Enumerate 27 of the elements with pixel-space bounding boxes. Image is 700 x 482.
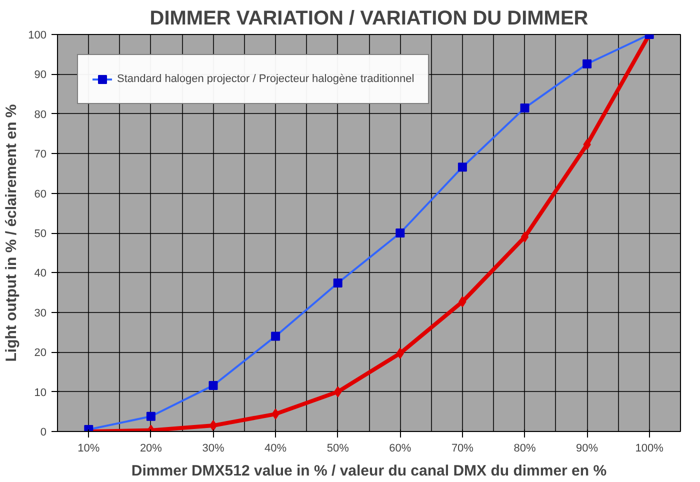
y-tick-label: 0 bbox=[40, 426, 47, 438]
x-tick-label: 40% bbox=[264, 442, 287, 454]
y-tick-label: 100 bbox=[28, 30, 47, 42]
x-tick-label: 80% bbox=[514, 442, 536, 454]
y-tick-label: 30 bbox=[34, 307, 47, 320]
point bbox=[209, 420, 218, 432]
y-tick-label: 20 bbox=[34, 347, 47, 360]
y-axis-title: Light output in % / éclairement en % bbox=[3, 104, 20, 362]
x-tick-label: 60% bbox=[389, 442, 412, 454]
y-tick-label: 70 bbox=[34, 148, 47, 161]
y-tick-label: 10 bbox=[34, 386, 47, 399]
x-tick-label: 70% bbox=[451, 442, 474, 454]
y-tick-label: 40 bbox=[34, 268, 47, 280]
x-tick-label: 10% bbox=[78, 442, 100, 454]
point bbox=[520, 231, 529, 242]
x-tick-label: 50% bbox=[326, 442, 350, 454]
x-tick-label: 20% bbox=[140, 442, 162, 454]
legend-label: Standard halogen projector / Projecteur halogène traditionnel bbox=[117, 73, 414, 85]
y-tick-label: 90 bbox=[34, 69, 47, 82]
x-axis-title: Dimmer DMX512 value in % / valeur du canal DMX du dimmer en % bbox=[131, 462, 607, 480]
y-tick-label: 80 bbox=[34, 108, 47, 121]
x-tick-label: 90% bbox=[576, 442, 598, 454]
x-tick-label: 30% bbox=[202, 442, 224, 454]
chart-title: DIMMER VARIATION / VARIATION DU DIMMER bbox=[150, 8, 589, 30]
x-tick-label: 100% bbox=[635, 442, 664, 454]
y-tick-label: 60 bbox=[34, 188, 47, 200]
y-tick-label: 50 bbox=[34, 228, 47, 240]
